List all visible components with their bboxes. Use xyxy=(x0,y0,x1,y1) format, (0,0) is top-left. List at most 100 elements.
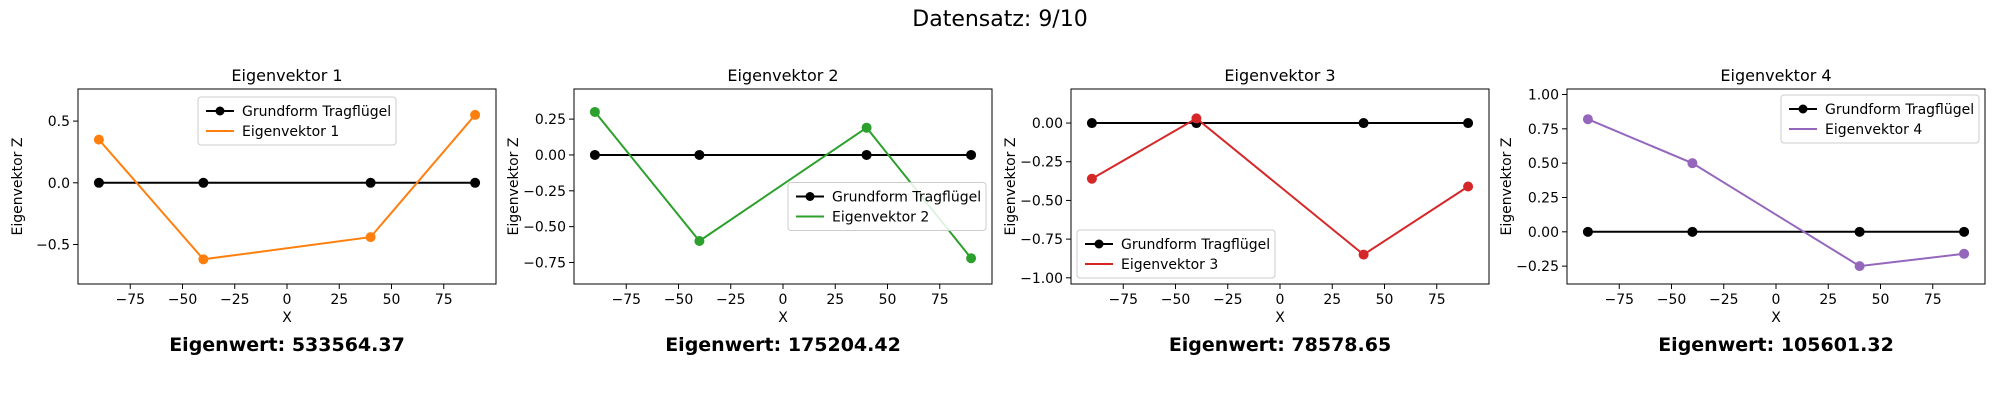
legend: Grundform Tragflügel Eigenvektor 3 xyxy=(1076,229,1276,279)
eigenvector-point xyxy=(589,106,600,117)
base-shape-point xyxy=(93,177,104,188)
x-tick-label: 25 xyxy=(826,292,844,308)
eigenvector-line xyxy=(1091,117,1469,256)
legend: Grundform Tragflügel Eigenvektor 4 xyxy=(1780,94,1980,144)
eigenvalue-label: Eigenwert: 533564.37 xyxy=(169,334,405,356)
y-tick-label: −1.00 xyxy=(1020,271,1063,287)
legend-entry-label: Grundform Tragflügel xyxy=(1121,237,1270,253)
eigenvector-point xyxy=(93,134,104,145)
y-tick-label: 0.00 xyxy=(1032,116,1063,132)
eigenvector-line xyxy=(98,114,476,261)
y-tick-label: 0.75 xyxy=(1528,122,1559,138)
eigenvector-point xyxy=(1582,114,1593,125)
base-shape-point xyxy=(1854,226,1865,237)
eigenvector-point xyxy=(861,122,872,133)
eigenvector-point xyxy=(694,235,705,246)
chart-title: Eigenvektor 3 xyxy=(1224,66,1335,85)
eigenvector-point xyxy=(470,109,481,120)
legend-entry-label: Eigenvektor 4 xyxy=(1825,122,1922,138)
legend-swatch-marker xyxy=(1798,104,1808,114)
x-tick-label: −25 xyxy=(716,292,746,308)
x-tick-label: 75 xyxy=(931,292,949,308)
x-tick-label: 0 xyxy=(779,292,788,308)
x-tick-label: −75 xyxy=(611,292,641,308)
legend-swatch-marker xyxy=(215,106,225,116)
y-tick-label: 0.50 xyxy=(1528,156,1559,172)
y-tick-label: 1.00 xyxy=(1528,87,1559,103)
x-tick-label: −25 xyxy=(1213,292,1243,308)
chart-title: Eigenvektor 2 xyxy=(727,66,838,85)
chart-panel-2: Eigenvektor 2 −75 −50 −25 0 25 50 75 −0.75 −0.50 −… xyxy=(506,66,993,356)
eigenvector-point xyxy=(966,253,977,264)
x-tick-label: −50 xyxy=(1161,292,1191,308)
y-tick-label: −0.25 xyxy=(1020,155,1063,171)
legend-entry-label: Grundform Tragflügel xyxy=(242,104,391,120)
x-tick-label: −75 xyxy=(1604,292,1634,308)
eigenvalue-label: Eigenwert: 105601.32 xyxy=(1658,334,1894,356)
chart-panel-4: Eigenvektor 4 −75 −50 −25 0 25 50 75 −0.25 0.00 0.… xyxy=(1499,66,1986,356)
eigenvector-point xyxy=(198,254,209,265)
legend-box xyxy=(1780,94,1980,144)
x-tick-label: 50 xyxy=(383,292,401,308)
x-tick-label: 50 xyxy=(879,292,897,308)
x-tick-label: −50 xyxy=(664,292,694,308)
eigenvector-point xyxy=(1086,173,1097,184)
y-axis-label: Eigenvektor Z xyxy=(1499,138,1515,236)
legend: Grundform Tragflügel Eigenvektor 2 xyxy=(787,182,987,231)
legend-box xyxy=(787,182,987,231)
x-tick-label: −75 xyxy=(1108,292,1138,308)
y-tick-label: −0.5 xyxy=(36,238,70,254)
x-axis-label: X xyxy=(778,310,788,326)
eigenvector-point xyxy=(1854,261,1865,272)
eigenvector-point xyxy=(1959,248,1970,259)
base-shape-point xyxy=(198,177,209,188)
base-shape-point xyxy=(470,177,481,188)
x-tick-label: 75 xyxy=(435,292,453,308)
y-axis-label: Eigenvektor Z xyxy=(10,138,26,236)
legend-box xyxy=(197,96,397,146)
eigenvector-point xyxy=(1463,181,1474,192)
base-shape-point xyxy=(1086,118,1097,129)
base-shape-point xyxy=(861,149,872,160)
y-tick-label: 0.0 xyxy=(48,176,70,192)
x-tick-label: −50 xyxy=(168,292,198,308)
axes-frame xyxy=(1070,88,1490,285)
y-axis-label: Eigenvektor Z xyxy=(506,138,522,236)
eigenvalue-label: Eigenwert: 78578.65 xyxy=(1169,334,1391,356)
y-tick-label: −0.25 xyxy=(523,184,566,200)
eigenvector-point xyxy=(365,232,376,243)
eigenvalue-label: Eigenwert: 175204.42 xyxy=(665,334,901,356)
legend-entry-label: Eigenvektor 1 xyxy=(242,124,339,140)
eigenvector-point xyxy=(1191,113,1202,124)
y-tick-label: −0.50 xyxy=(523,220,566,236)
x-axis-label: X xyxy=(282,310,292,326)
y-tick-label: 0.25 xyxy=(535,112,566,128)
x-axis-label: X xyxy=(1275,310,1285,326)
axes-frame xyxy=(573,88,993,285)
base-shape-point xyxy=(694,149,705,160)
base-shape-point xyxy=(1582,226,1593,237)
eigenvector-point xyxy=(1687,158,1698,169)
x-tick-label: 0 xyxy=(1276,292,1285,308)
eigenvector-point xyxy=(1358,249,1369,260)
legend-swatch-marker xyxy=(805,192,815,201)
x-tick-label: 75 xyxy=(1924,292,1942,308)
y-tick-label: −0.50 xyxy=(1020,193,1063,209)
y-tick-label: 0.00 xyxy=(535,148,566,164)
chart-title: Eigenvektor 1 xyxy=(231,66,342,85)
base-shape-point xyxy=(589,149,600,160)
y-axis-label: Eigenvektor Z xyxy=(1003,138,1019,236)
y-tick-label: −0.25 xyxy=(1516,259,1559,275)
legend-entry-label: Eigenvektor 3 xyxy=(1121,257,1218,273)
x-tick-label: −50 xyxy=(1657,292,1687,308)
y-tick-label: 0.00 xyxy=(1528,225,1559,241)
y-tick-label: 0.5 xyxy=(48,114,70,130)
x-tick-label: 50 xyxy=(1872,292,1890,308)
legend-box xyxy=(1076,229,1276,279)
chart-title: Eigenvektor 4 xyxy=(1720,66,1831,85)
y-tick-label: −0.75 xyxy=(1020,232,1063,248)
legend-entry-label: Eigenvektor 2 xyxy=(832,210,929,226)
x-axis-label: X xyxy=(1771,310,1781,326)
base-shape-point xyxy=(1463,118,1474,129)
